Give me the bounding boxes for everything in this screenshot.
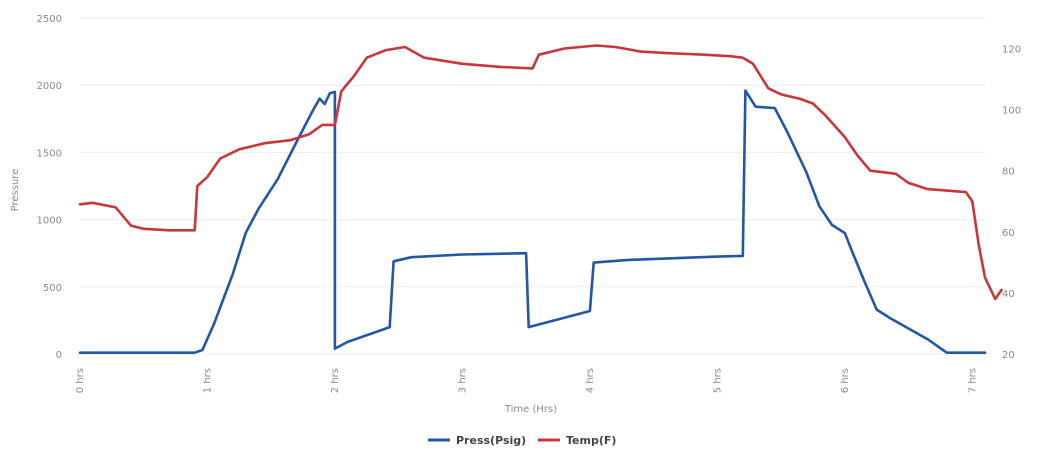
x-tick-label: 6 hrs — [840, 368, 851, 393]
x-axis-title: Time (Hrs) — [504, 404, 557, 415]
y-tick-label: 0 — [56, 350, 62, 361]
y2-tick-label: 40 — [1002, 289, 1015, 300]
y-tick-label: 2500 — [37, 14, 62, 25]
y2-tick-label: 120 — [1002, 45, 1021, 56]
legend-label-temp: Temp(F) — [566, 434, 616, 447]
x-tick-label: 7 hrs — [967, 368, 978, 393]
x-axis-ticks: 0 hrs 1 hrs 2 hrs 3 hrs 4 hrs 5 hrs 6 hrs 7 hrs — [75, 368, 978, 393]
y-tick-label: 500 — [43, 283, 62, 294]
y-axis-ticks: 0 500 1000 1500 2000 2500 — [37, 14, 62, 361]
series-line-press-psig — [78, 89, 987, 355]
x-tick-label: 5 hrs — [712, 368, 723, 393]
y2-axis-ticks: 20 40 60 80 100 120 — [1002, 45, 1021, 361]
x-tick-label: 0 hrs — [75, 368, 86, 393]
legend-label-press: Press(Psig) — [456, 434, 526, 447]
series-line-temp-f — [78, 44, 1003, 301]
x-tick-label: 2 hrs — [330, 368, 341, 393]
y-tick-label: 1000 — [37, 216, 62, 227]
y-axis-title: Pressure — [10, 169, 21, 212]
legend: Press(Psig) Temp(F) — [428, 434, 616, 447]
y-tick-label: 1500 — [37, 148, 62, 159]
x-tick-label: 4 hrs — [585, 368, 596, 393]
x-tick-label: 3 hrs — [457, 368, 468, 393]
series-lines — [78, 44, 1003, 355]
y2-tick-label: 100 — [1002, 106, 1021, 117]
y2-tick-label: 20 — [1002, 350, 1015, 361]
y2-tick-label: 60 — [1002, 228, 1015, 239]
y2-tick-label: 80 — [1002, 167, 1015, 178]
y-tick-label: 2000 — [37, 81, 62, 92]
x-tick-label: 1 hrs — [202, 368, 213, 393]
